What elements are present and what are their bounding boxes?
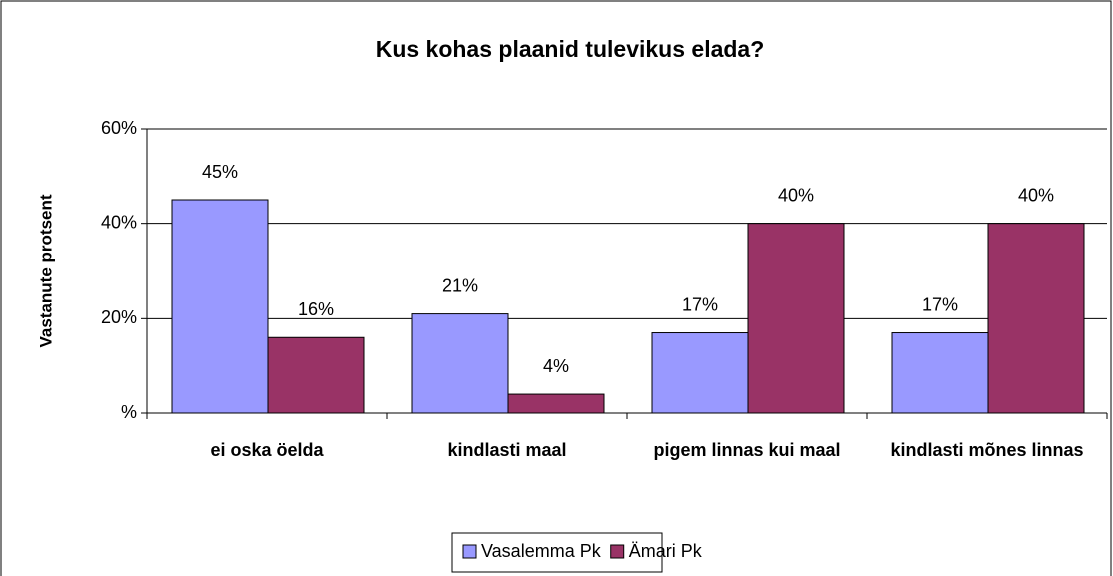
bar (747, 223, 845, 414)
x-tick-label: pigem linnas kui maal (653, 440, 841, 460)
bar (891, 332, 989, 414)
y-tick-label: 60% (101, 118, 137, 138)
chart-title: Kus kohas plaanid tulevikus elada? (376, 36, 765, 62)
y-axis-label: Vastanute protsent (36, 194, 55, 347)
data-label: 40% (778, 185, 814, 205)
bar (267, 336, 365, 414)
bar (651, 332, 749, 414)
bar (171, 199, 269, 414)
x-tick-label: kindlasti mõnes linnas (890, 440, 1084, 460)
data-label: 21% (442, 275, 478, 295)
bar (507, 393, 605, 414)
bar (411, 313, 509, 414)
y-tick-label: 20% (101, 307, 137, 327)
y-tick-label: % (121, 402, 137, 422)
data-label: 40% (1018, 185, 1054, 205)
data-label: 17% (922, 294, 958, 314)
legend-swatch (462, 544, 477, 559)
x-tick-label: kindlasti maal (447, 440, 567, 460)
legend-swatch (610, 544, 625, 559)
legend-label: Vasalemma Pk (481, 541, 602, 561)
data-label: 4% (543, 356, 569, 376)
x-tick-label: ei oska öelda (210, 440, 324, 460)
bar (987, 223, 1085, 414)
data-label: 16% (298, 299, 334, 319)
data-label: 17% (682, 294, 718, 314)
data-label: 45% (202, 162, 238, 182)
legend-label: Ämari Pk (629, 541, 703, 561)
legend-box (451, 532, 663, 573)
y-tick-label: 40% (101, 212, 137, 232)
